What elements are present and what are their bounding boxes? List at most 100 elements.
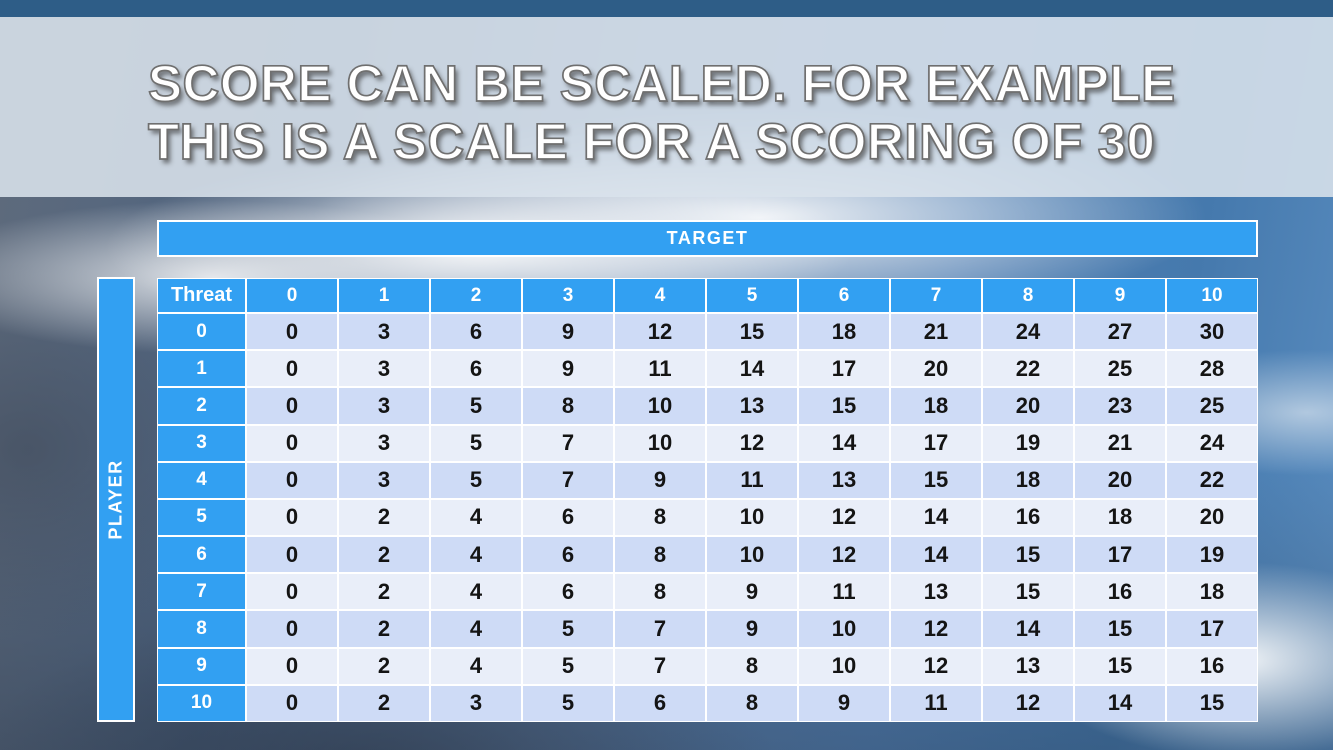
matrix-cell: 24 xyxy=(983,314,1073,350)
matrix-cell: 9 xyxy=(523,314,613,350)
matrix-cell: 0 xyxy=(247,685,337,721)
matrix-cell: 7 xyxy=(615,611,705,647)
title-band: SCORE CAN BE SCALED. FOR EXAMPLE THIS IS… xyxy=(0,17,1333,197)
matrix-cell: 6 xyxy=(431,314,521,350)
matrix-cell: 30 xyxy=(1167,314,1257,350)
column-header-cell: 10 xyxy=(1167,279,1257,312)
matrix-cell: 16 xyxy=(983,499,1073,536)
target-label: TARGET xyxy=(666,228,749,248)
matrix-cell: 24 xyxy=(1167,425,1257,461)
matrix-cell: 5 xyxy=(523,685,613,721)
matrix-cell: 17 xyxy=(799,351,889,387)
matrix-cell: 22 xyxy=(983,351,1073,387)
matrix-cell: 10 xyxy=(799,611,889,647)
matrix-cell: 18 xyxy=(891,388,981,424)
row-header-cell: 2 xyxy=(158,388,245,424)
column-header-cell: 9 xyxy=(1075,279,1165,312)
matrix-cell: 19 xyxy=(1167,537,1257,573)
matrix-cell: 0 xyxy=(247,537,337,573)
column-header-cell: 5 xyxy=(707,279,797,312)
matrix-cell: 14 xyxy=(891,537,981,573)
matrix-cell: 2 xyxy=(339,648,429,684)
matrix-cell: 8 xyxy=(615,537,705,573)
matrix-cell: 0 xyxy=(247,648,337,684)
matrix-cell: 20 xyxy=(1075,462,1165,498)
matrix-cell: 9 xyxy=(707,574,797,610)
matrix-cell: 4 xyxy=(431,574,521,610)
column-header-cell: 2 xyxy=(431,279,521,312)
matrix-cell: 9 xyxy=(799,685,889,721)
column-header-cell: 3 xyxy=(523,279,613,312)
matrix-cell: 14 xyxy=(1075,685,1165,721)
matrix-cell: 9 xyxy=(707,611,797,647)
matrix-cell: 12 xyxy=(707,425,797,461)
target-axis-header: TARGET xyxy=(157,220,1258,257)
matrix-cell: 7 xyxy=(523,462,613,498)
matrix-cell: 15 xyxy=(983,574,1073,610)
matrix-cell: 8 xyxy=(707,685,797,721)
matrix-cell: 13 xyxy=(891,574,981,610)
matrix-cell: 11 xyxy=(799,574,889,610)
matrix-cell: 8 xyxy=(615,574,705,610)
matrix-cell: 10 xyxy=(707,537,797,573)
matrix-cell: 11 xyxy=(891,685,981,721)
matrix-cell: 3 xyxy=(339,388,429,424)
matrix-cell: 13 xyxy=(707,388,797,424)
matrix-cell: 2 xyxy=(339,537,429,573)
matrix-cell: 23 xyxy=(1075,388,1165,424)
matrix-cell: 3 xyxy=(339,314,429,350)
matrix-cell: 15 xyxy=(1075,648,1165,684)
column-header-cell: 0 xyxy=(247,279,337,312)
matrix-cell: 10 xyxy=(799,648,889,684)
matrix-cell: 17 xyxy=(1167,611,1257,647)
player-label: PLAYER xyxy=(105,459,126,540)
matrix-cell: 14 xyxy=(707,351,797,387)
column-header-cell: 4 xyxy=(615,279,705,312)
matrix-cell: 7 xyxy=(615,648,705,684)
matrix-cell: 12 xyxy=(615,314,705,350)
matrix-cell: 18 xyxy=(983,462,1073,498)
matrix-cell: 14 xyxy=(799,425,889,461)
matrix-cell: 3 xyxy=(431,685,521,721)
matrix-cell: 8 xyxy=(707,648,797,684)
matrix-cell: 5 xyxy=(431,388,521,424)
matrix-cell: 0 xyxy=(247,499,337,536)
column-header-cell: 8 xyxy=(983,279,1073,312)
matrix-cell: 5 xyxy=(431,462,521,498)
matrix-cell: 2 xyxy=(339,499,429,536)
matrix-cell: 12 xyxy=(891,648,981,684)
matrix-cell: 13 xyxy=(983,648,1073,684)
matrix-cell: 15 xyxy=(799,388,889,424)
row-header-cell: 1 xyxy=(158,351,245,387)
matrix-cell: 6 xyxy=(523,499,613,536)
matrix-cell: 5 xyxy=(523,648,613,684)
matrix-cell: 18 xyxy=(799,314,889,350)
matrix-cell: 20 xyxy=(1167,499,1257,536)
matrix-cell: 17 xyxy=(891,425,981,461)
matrix-cell: 22 xyxy=(1167,462,1257,498)
matrix-cell: 4 xyxy=(431,611,521,647)
matrix-cell: 8 xyxy=(523,388,613,424)
title-line-2: THIS IS A SCALE FOR A SCORING OF 30 xyxy=(147,112,1156,171)
column-header-cell: 7 xyxy=(891,279,981,312)
matrix-cell: 25 xyxy=(1075,351,1165,387)
matrix-cell: 15 xyxy=(891,462,981,498)
matrix-cell: 21 xyxy=(891,314,981,350)
matrix-cell: 12 xyxy=(799,499,889,536)
matrix-cell: 27 xyxy=(1075,314,1165,350)
matrix-cell: 0 xyxy=(247,611,337,647)
matrix-cell: 4 xyxy=(431,499,521,536)
matrix-cell: 2 xyxy=(339,685,429,721)
matrix-cell: 3 xyxy=(339,462,429,498)
matrix-cell: 18 xyxy=(1167,574,1257,610)
matrix-cell: 21 xyxy=(1075,425,1165,461)
matrix-cell: 15 xyxy=(983,537,1073,573)
matrix-cell: 12 xyxy=(983,685,1073,721)
matrix-cell: 5 xyxy=(523,611,613,647)
matrix-cell: 3 xyxy=(339,425,429,461)
matrix-cell: 12 xyxy=(891,611,981,647)
matrix-cell: 0 xyxy=(247,574,337,610)
matrix-cell: 17 xyxy=(1075,537,1165,573)
matrix-cell: 10 xyxy=(615,388,705,424)
